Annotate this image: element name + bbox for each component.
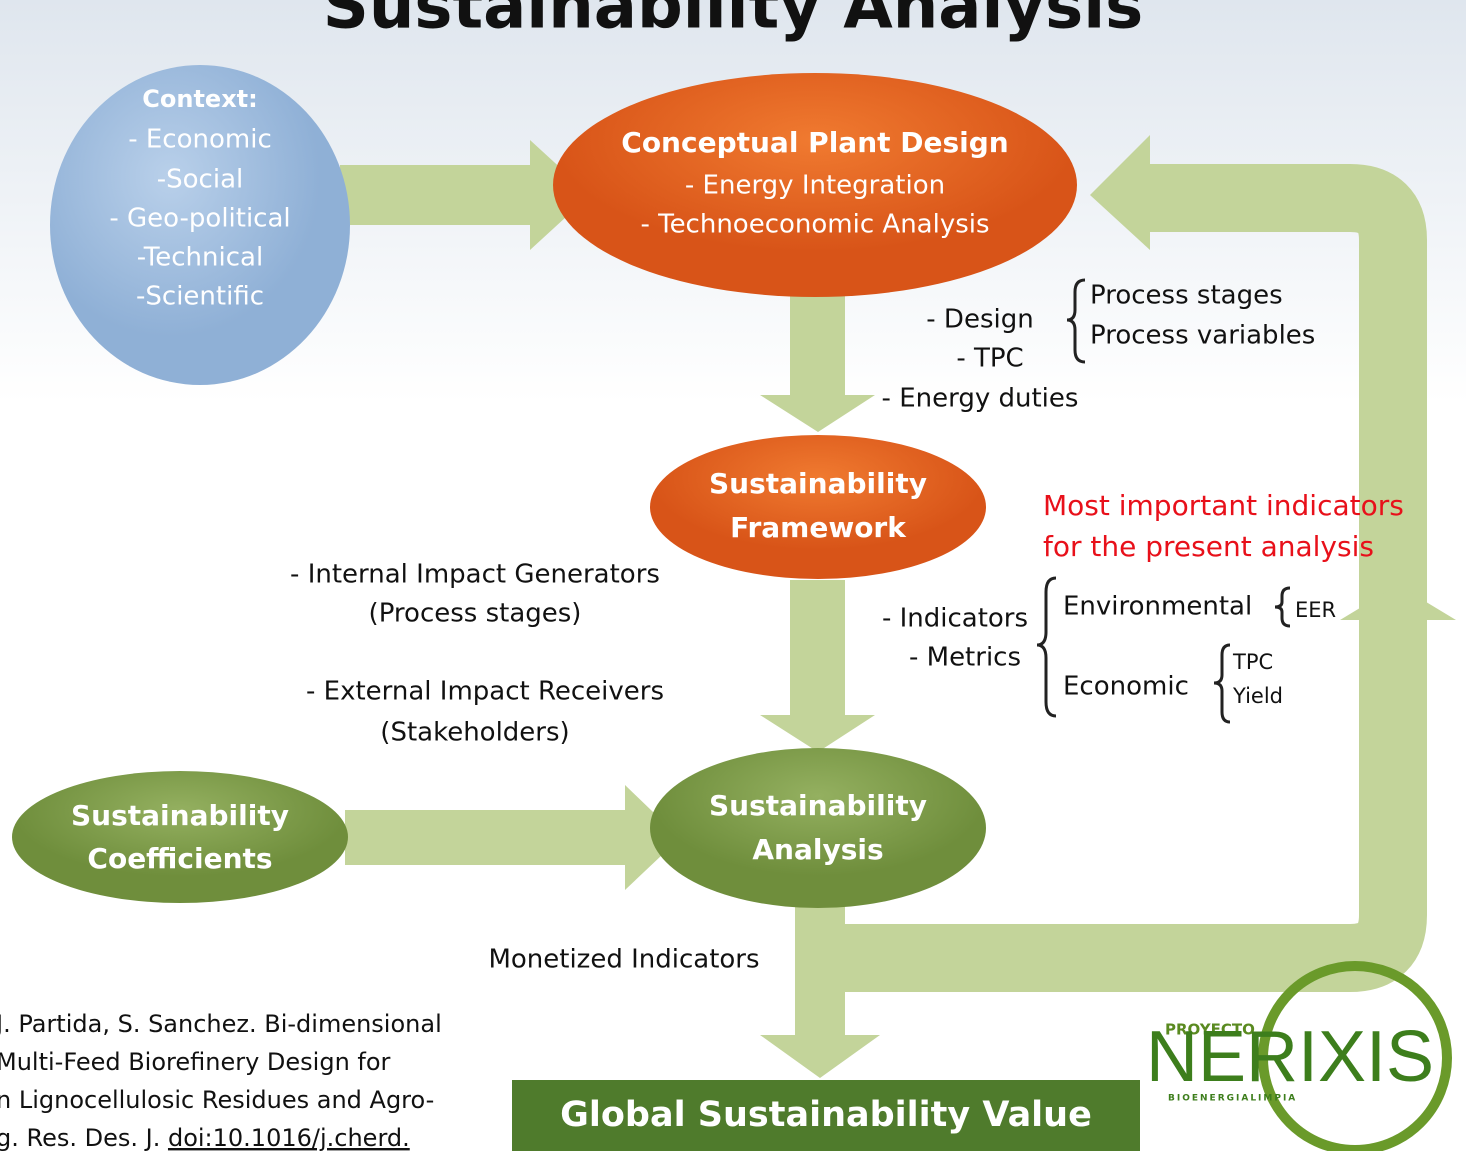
label: Coefficients xyxy=(87,842,272,875)
label: - Economic xyxy=(128,125,272,155)
brace xyxy=(1213,643,1231,724)
label: - TPC xyxy=(956,344,1023,374)
label: Framework xyxy=(730,511,907,544)
brace xyxy=(1274,586,1291,628)
label: Yield xyxy=(1232,684,1283,708)
label: Context: xyxy=(142,85,258,113)
citation: n Lignocellulosic Residues and Agro- xyxy=(0,1086,434,1114)
logo: PROYECTO NERIXIS BIOENERGIALIMPIA xyxy=(1146,961,1452,1151)
label: - Internal Impact Generators xyxy=(290,560,660,590)
label: EER xyxy=(1295,598,1336,622)
label: Sustainability xyxy=(709,467,927,500)
label: Analysis xyxy=(752,833,883,866)
logo-ring xyxy=(1258,961,1452,1151)
label: - Geo-political xyxy=(109,204,290,234)
doi: doi:10.1016/j.cherd. xyxy=(168,1124,410,1151)
design-node xyxy=(553,73,1077,297)
label: TPC xyxy=(1232,650,1273,674)
framework-node xyxy=(650,435,986,579)
label: Conceptual Plant Design xyxy=(621,126,1008,159)
citation-text: g. Res. Des. J. xyxy=(0,1124,168,1151)
label: Monetized Indicators xyxy=(488,945,759,975)
label: - Technoeconomic Analysis xyxy=(640,210,989,240)
label: (Process stages) xyxy=(369,599,582,629)
label: - Metrics xyxy=(909,643,1021,673)
context-node xyxy=(50,65,350,385)
label: Process variables xyxy=(1090,321,1315,351)
result: Global Sustainability Value xyxy=(560,1095,1092,1135)
label: Sustainability xyxy=(71,799,289,832)
result-box xyxy=(512,1080,1140,1151)
label: -Social xyxy=(157,165,243,195)
logo-name: NERIXIS xyxy=(1146,1017,1434,1097)
label: Economic xyxy=(1063,672,1189,702)
brace xyxy=(1036,576,1057,718)
label: -Scientific xyxy=(136,282,264,312)
arrows xyxy=(340,135,1456,1078)
logo-text: PROYECTO xyxy=(1165,1021,1255,1039)
label: Sustainability xyxy=(709,789,927,822)
label: - Energy duties xyxy=(882,384,1079,414)
citation: J. Partida, S. Sanchez. Bi-dimensional xyxy=(0,1010,442,1038)
citation: g. Res. Des. J. doi:10.1016/j.cherd. xyxy=(0,1124,410,1151)
note: for the present analysis xyxy=(1043,530,1374,563)
analysis-node xyxy=(650,748,986,908)
label: (Stakeholders) xyxy=(380,718,569,748)
logo-text: BIOENERGIALIMPIA xyxy=(1168,1094,1297,1104)
label: - Design xyxy=(926,305,1033,335)
note: Most important indicators xyxy=(1043,489,1404,522)
label: - Energy Integration xyxy=(685,171,945,201)
label: Process stages xyxy=(1090,281,1283,311)
coefficients-node xyxy=(12,771,348,903)
label: - External Impact Receivers xyxy=(306,677,664,707)
citation: Multi-Feed Biorefinery Design for xyxy=(0,1048,391,1076)
label: -Technical xyxy=(137,243,263,273)
label: Environmental xyxy=(1063,592,1252,622)
title: Sustainability Analysis xyxy=(323,0,1144,44)
brace xyxy=(1066,278,1086,364)
label: - Indicators xyxy=(882,604,1028,634)
